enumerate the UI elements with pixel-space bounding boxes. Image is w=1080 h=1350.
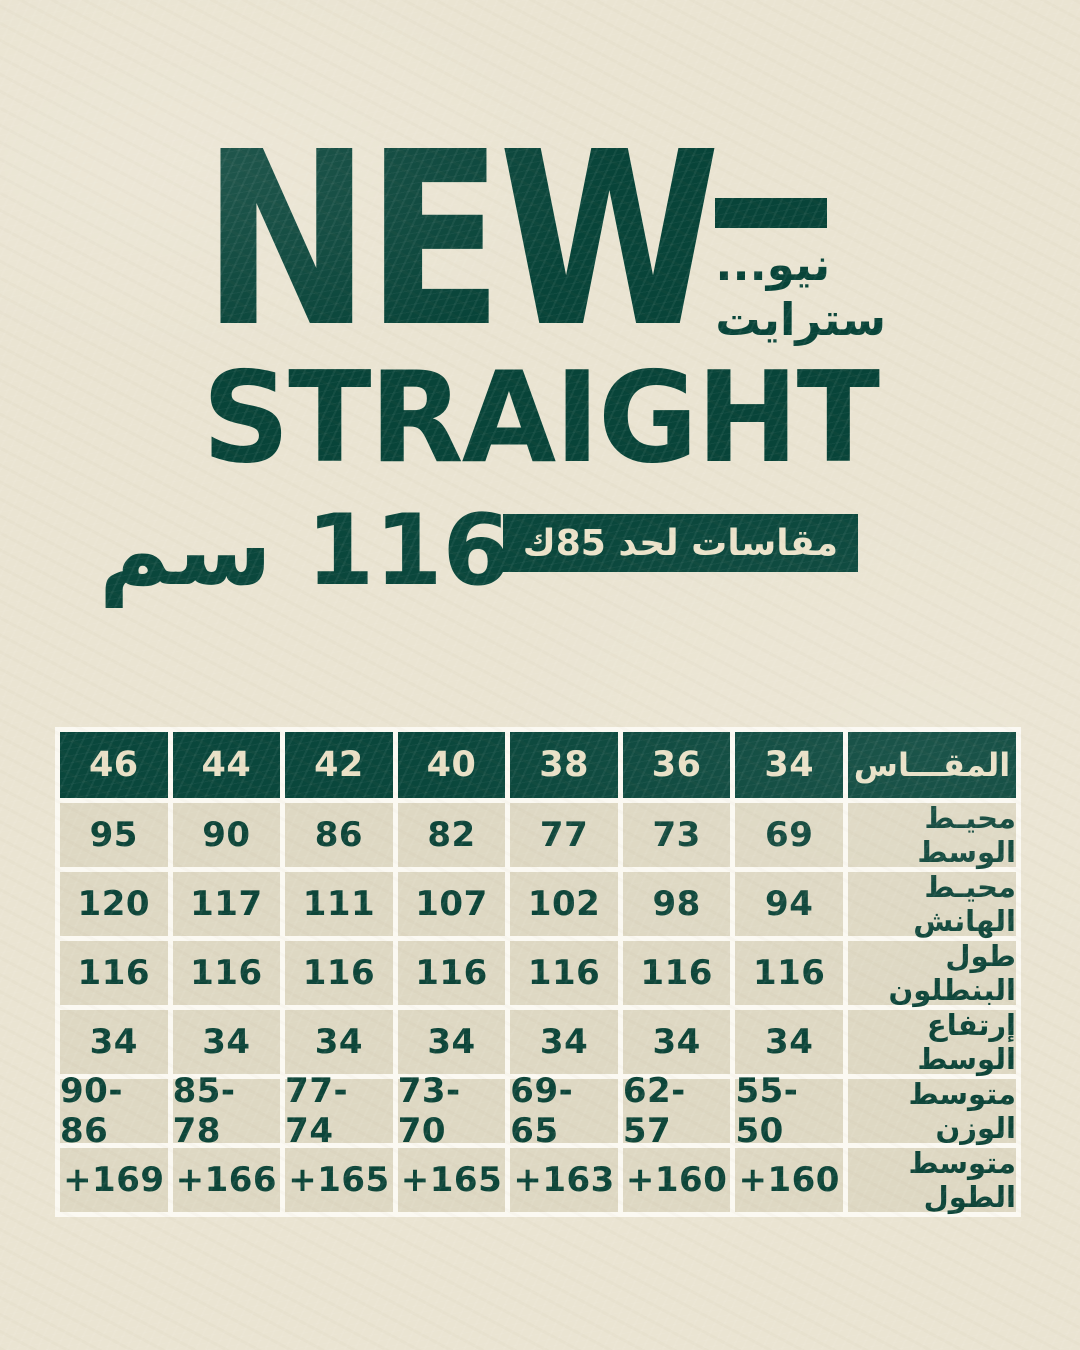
- table-cell-weight-42: 77-74: [285, 1071, 393, 1151]
- table-cell-waist-36: 73: [622, 803, 731, 867]
- table-cell-weight-44: 85-78: [172, 1071, 281, 1151]
- table-cell-length-46: 116: [60, 941, 168, 1005]
- table-cell-weight-34: 55-50: [735, 1071, 843, 1151]
- table-cell-length-36: 116: [622, 941, 731, 1005]
- table-cell-weight-46: 90-86: [60, 1071, 168, 1151]
- table-cell-hip-38: 102: [510, 872, 618, 936]
- table-cell-hip-36: 98: [622, 872, 731, 936]
- table-cell-waist-38: 77: [510, 803, 618, 867]
- table-cell-weight-38: 69-65: [510, 1071, 618, 1151]
- table-header-size-38: 38: [510, 732, 618, 798]
- length-116-text: 116 سم: [98, 494, 511, 608]
- title-dash-icon: [715, 198, 828, 228]
- table-cell-hip-46: 120: [60, 872, 168, 936]
- hero-arabic-block: نيو... سترايت: [715, 198, 886, 346]
- row-label-average-height: متوسط الطول: [848, 1146, 1016, 1214]
- table-cell-height-38: +163: [510, 1148, 618, 1212]
- table-cell-length-34: 116: [735, 941, 843, 1005]
- table-cell-waist-34: 69: [735, 803, 843, 867]
- table-cell-height-40: +165: [397, 1148, 506, 1212]
- weight-limit-banner: مقاسات لحد 85ك: [502, 514, 858, 572]
- size-banner-line: مقاسات لحد 85ك 116 سم: [99, 494, 858, 600]
- table-cell-rise-36: 34: [622, 1010, 731, 1074]
- table-header-size-label: المقـــاس: [848, 732, 1016, 798]
- table-cell-waist-42: 86: [285, 803, 393, 867]
- title-straight-arabic: سترايت: [715, 293, 886, 347]
- table-cell-length-38: 116: [510, 941, 618, 1005]
- table-cell-rise-40: 34: [397, 1010, 506, 1074]
- table-header-size-42: 42: [285, 732, 393, 798]
- size-chart-table: المقـــاس 34 36 38 40 42 44 46 محيـط الو…: [55, 727, 1021, 1217]
- row-label-waist-rise: إرتفاع الوسط: [848, 1008, 1016, 1076]
- table-cell-height-42: +165: [285, 1148, 393, 1212]
- table-cell-height-34: +160: [735, 1148, 843, 1212]
- table-cell-length-42: 116: [285, 941, 393, 1005]
- table-cell-hip-42: 111: [285, 872, 393, 936]
- table-header-size-40: 40: [397, 732, 506, 798]
- table-header-size-34: 34: [735, 732, 843, 798]
- table-cell-length-40: 116: [397, 941, 506, 1005]
- title-new-arabic: نيو...: [715, 238, 831, 291]
- title-straight: STRAIGHT: [202, 344, 880, 491]
- table-cell-length-44: 116: [172, 941, 281, 1005]
- table-cell-hip-44: 117: [172, 872, 281, 936]
- hero-title-block: NEW STRAIGHT نيو... سترايت: [202, 100, 886, 491]
- table-cell-height-44: +166: [172, 1148, 281, 1212]
- table-cell-waist-40: 82: [397, 803, 506, 867]
- table-cell-rise-34: 34: [735, 1010, 843, 1074]
- table-cell-height-36: +160: [622, 1148, 731, 1212]
- table-cell-rise-42: 34: [285, 1010, 393, 1074]
- table-cell-rise-46: 34: [60, 1010, 168, 1074]
- table-header-size-44: 44: [172, 732, 281, 798]
- row-label-average-weight: متوسط الوزن: [848, 1077, 1016, 1145]
- table-cell-hip-40: 107: [397, 872, 506, 936]
- table-cell-waist-46: 95: [60, 803, 168, 867]
- table-cell-hip-34: 94: [735, 872, 843, 936]
- table-cell-weight-40: 73-70: [397, 1071, 506, 1151]
- table-cell-rise-38: 34: [510, 1010, 618, 1074]
- table-cell-rise-44: 34: [172, 1010, 281, 1074]
- table-cell-waist-44: 90: [172, 803, 281, 867]
- table-cell-height-46: +169: [60, 1148, 168, 1212]
- row-label-hip-circumference: محيـط الهانش: [848, 870, 1016, 938]
- row-label-waist-circumference: محيـط الوسط: [848, 801, 1016, 869]
- table-header-size-46: 46: [60, 732, 168, 798]
- table-header-size-36: 36: [622, 732, 731, 798]
- table-cell-weight-36: 62-57: [622, 1071, 731, 1151]
- title-new: NEW: [202, 100, 721, 380]
- row-label-pants-length: طول البنطلون: [848, 939, 1016, 1007]
